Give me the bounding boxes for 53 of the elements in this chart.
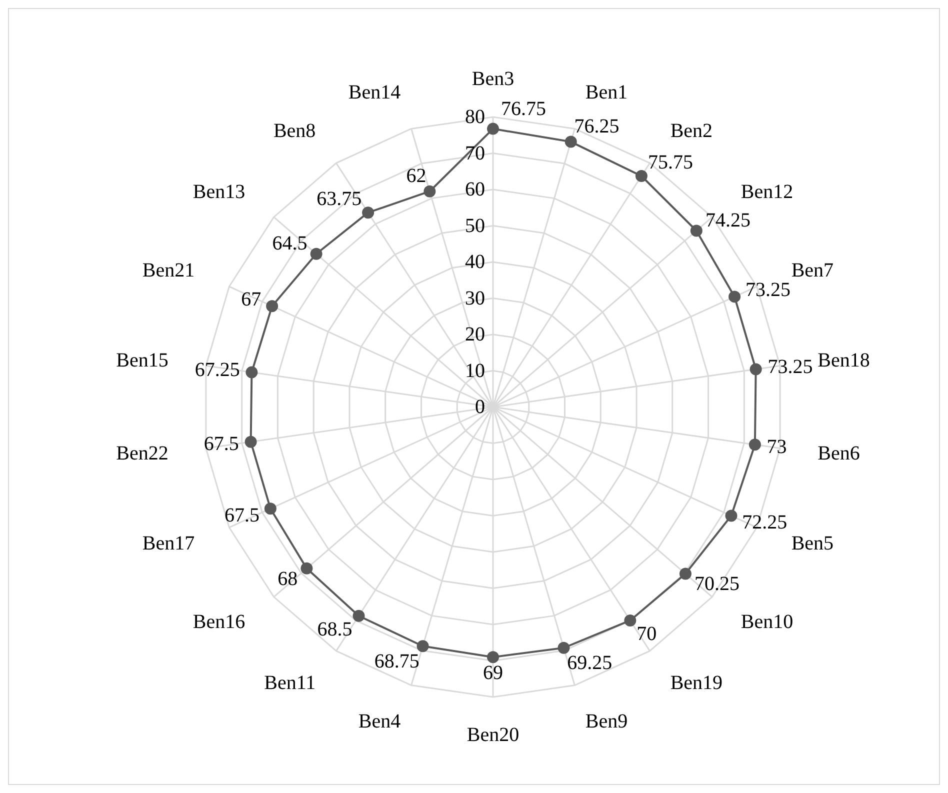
data-label: 69 <box>483 662 503 684</box>
y-tick-label: 10 <box>465 360 485 382</box>
spoke-label: Ben1 <box>585 81 628 104</box>
spoke-label: Ben16 <box>192 610 246 633</box>
data-label: 62 <box>406 165 426 187</box>
spoke-label: Ben2 <box>670 120 713 142</box>
y-tick-label: 40 <box>465 251 485 273</box>
data-label: 75.75 <box>648 152 693 174</box>
y-tick-label: 60 <box>465 178 485 200</box>
spoke-label: Ben6 <box>818 442 860 465</box>
data-label: 64.5 <box>272 232 308 254</box>
spoke-label: Ben3 <box>472 68 514 90</box>
data-label: 70 <box>636 622 657 645</box>
data-label: 67.5 <box>224 504 260 526</box>
spoke-label: Ben7 <box>791 260 834 282</box>
spoke-label: Ben19 <box>670 672 723 694</box>
spoke-label: Ben18 <box>818 349 870 372</box>
y-tick-label: 30 <box>465 287 485 310</box>
spoke-label: Ben20 <box>466 724 520 746</box>
spoke-label: Ben11 <box>264 672 316 694</box>
data-label: 68.75 <box>374 650 420 672</box>
spoke-label: Ben9 <box>585 710 628 733</box>
data-label: 73 <box>766 436 787 458</box>
spoke-label: Ben15 <box>116 349 168 372</box>
data-label: 63.75 <box>316 188 362 210</box>
data-label: 67 <box>241 288 262 310</box>
data-label: 73.25 <box>768 356 813 378</box>
spoke-label: Ben13 <box>192 181 246 204</box>
spoke-label: Ben22 <box>116 442 168 465</box>
data-label: 67.5 <box>204 433 239 456</box>
y-tick-label: 50 <box>465 214 485 237</box>
data-label: 68.5 <box>317 618 352 640</box>
data-label: 76.75 <box>501 98 546 120</box>
spoke-label: Ben17 <box>142 532 195 554</box>
y-tick-label: 20 <box>465 324 485 346</box>
data-label: 72.25 <box>742 511 788 534</box>
y-tick-label: 80 <box>465 106 485 128</box>
data-label: 69.25 <box>567 652 612 674</box>
spoke-label: Ben4 <box>358 710 401 733</box>
spoke-label: Ben14 <box>348 81 401 104</box>
spoke-label: Ben5 <box>791 532 834 554</box>
data-label: 67.25 <box>194 359 240 382</box>
data-label: 76.25 <box>574 115 620 138</box>
spoke-label: Ben10 <box>740 610 794 633</box>
y-tick-label: 0 <box>475 396 485 418</box>
spoke-label: Ben12 <box>740 181 794 204</box>
data-label: 70.25 <box>694 573 740 596</box>
data-label: 68 <box>278 568 298 590</box>
spoke-label: Ben8 <box>273 120 316 142</box>
y-tick-label: 70 <box>465 142 485 164</box>
data-label: 73.25 <box>745 279 790 302</box>
spoke-label: Ben21 <box>142 260 195 282</box>
data-label: 74.25 <box>705 209 750 232</box>
